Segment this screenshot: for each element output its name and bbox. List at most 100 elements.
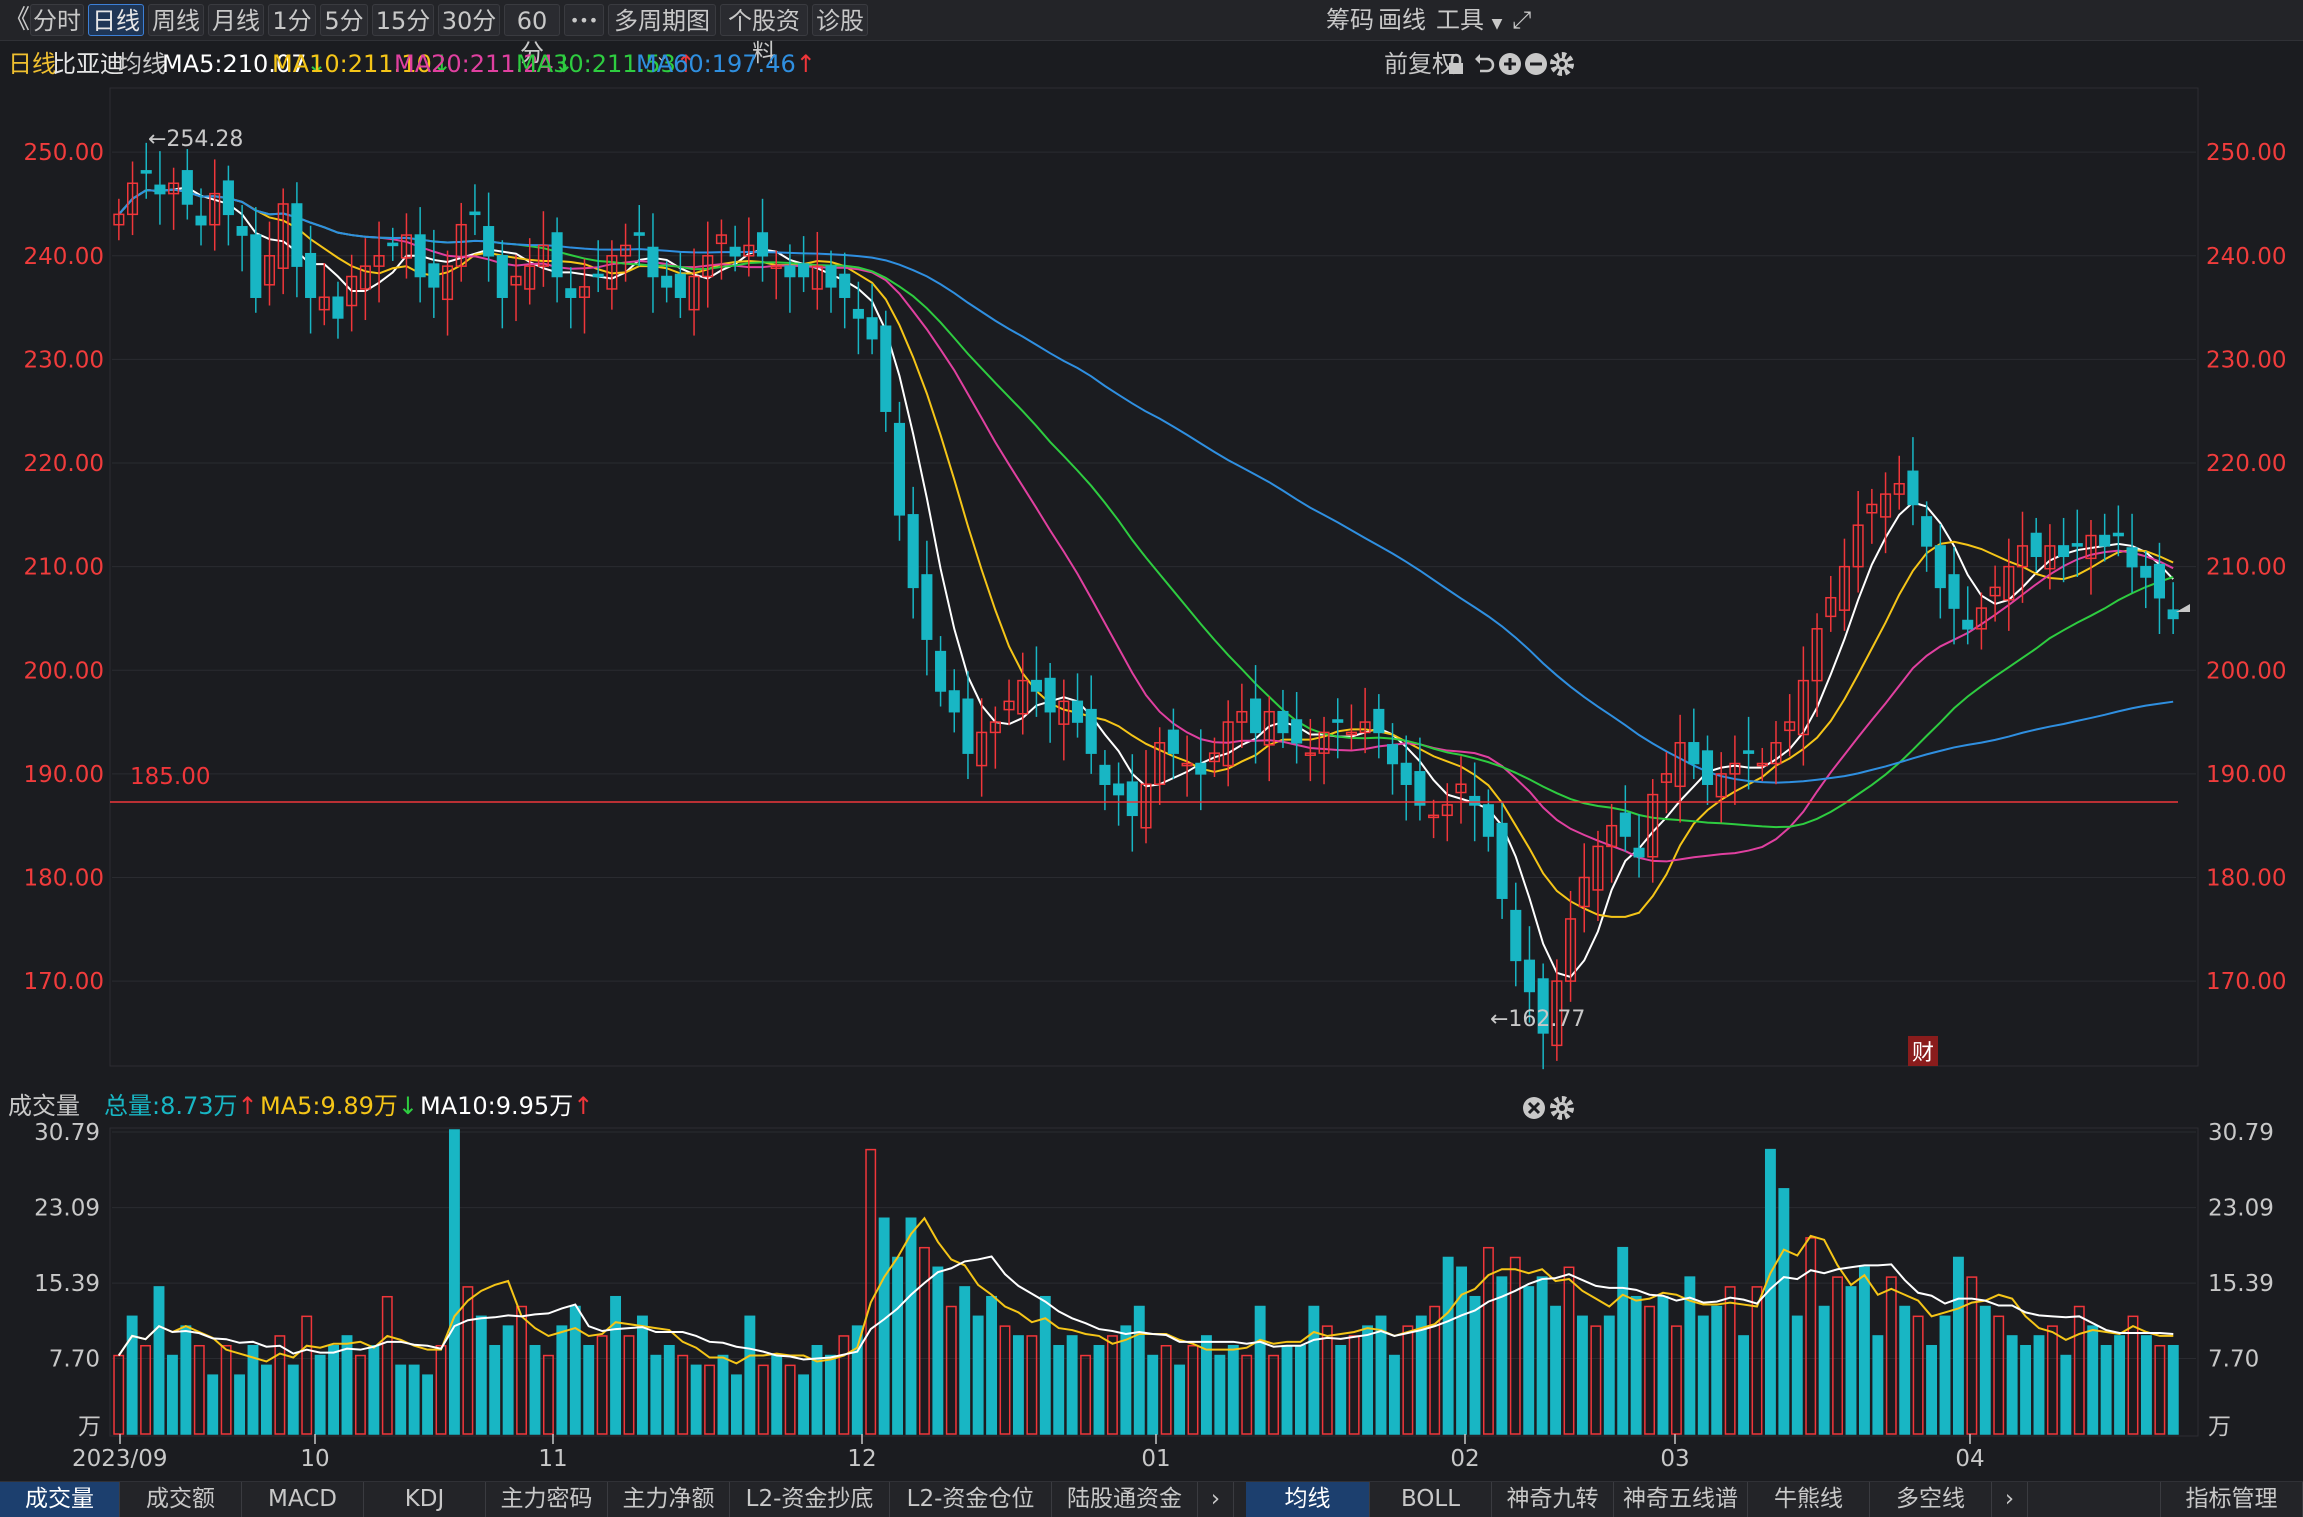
period-tab-intraday[interactable]: 分时: [30, 4, 84, 36]
multi-period-dropdown[interactable]: 多周期图 ⌄: [608, 4, 716, 65]
volume-bar-up: [274, 1335, 286, 1435]
period-tab-monthly[interactable]: 月线: [208, 4, 264, 36]
period-tab-daily[interactable]: 日线: [88, 4, 144, 36]
period-tab-15min[interactable]: 15分: [372, 4, 434, 36]
draw-line-button[interactable]: 画线: [1378, 6, 1426, 34]
stock-name[interactable]: 比亚迪: [52, 50, 124, 78]
ma60-line: [118, 188, 2174, 784]
candle-up: [1208, 752, 1221, 763]
time-axis-label: 2023/09: [72, 1446, 168, 1472]
indicator-tab-l2-position[interactable]: L2-资金仓位: [890, 1482, 1052, 1517]
ma60-value: MA60:197.46↑: [636, 44, 816, 84]
more-periods-button[interactable]: •••: [564, 4, 604, 36]
period-tab-60min[interactable]: 60分: [504, 4, 560, 67]
candle-down: [1510, 909, 1522, 962]
panel-settings-gear-icon[interactable]: [1548, 1094, 1576, 1122]
volume-ma10: MA10:9.95万↑: [420, 1086, 593, 1126]
indicator-tab-main-force-code[interactable]: 主力密码: [486, 1482, 608, 1517]
candle-up: [688, 275, 700, 311]
indicator-tab-macd[interactable]: MACD: [242, 1482, 364, 1517]
overlay-tab-ma[interactable]: 均线: [1246, 1482, 1370, 1517]
candle-up: [770, 265, 782, 269]
indicator-tab-l2-bottom[interactable]: L2-资金抄底: [730, 1482, 890, 1517]
volume-bar-down: [892, 1256, 904, 1435]
indicator-name[interactable]: 均线: [118, 50, 166, 78]
finance-badge[interactable]: [1908, 1036, 1938, 1066]
candlestick-chart[interactable]: 170.00 180.00 190.00 200.00 210.00 220.00 230.…: [0, 0, 2303, 1480]
volume-bar-down: [1174, 1364, 1186, 1435]
close-panel-icon[interactable]: [1520, 1094, 1548, 1122]
indicator-tab-main-force-net[interactable]: 主力净额: [608, 1482, 730, 1517]
volume-bar-down: [717, 1354, 729, 1435]
adjust-mode-button[interactable]: 前复权: [1384, 50, 1456, 78]
volume-title[interactable]: 成交量: [8, 1092, 80, 1120]
period-tab-5min[interactable]: 5分: [320, 4, 368, 36]
tools-menu[interactable]: 工具 ▼: [1436, 4, 1502, 36]
volume-ma5: MA5:9.89万↓: [260, 1086, 418, 1126]
time-axis-label: 01: [1141, 1446, 1170, 1472]
zoom-in-icon[interactable]: [1496, 50, 1524, 78]
period-tab-30min[interactable]: 30分: [438, 4, 500, 36]
overlay-tab-boll[interactable]: BOLL: [1370, 1482, 1492, 1517]
stock-profile-button[interactable]: 个股资料: [720, 4, 808, 67]
volume-bar-down: [2114, 1335, 2126, 1435]
volume-bar-up: [784, 1364, 796, 1435]
candle-up: [209, 192, 221, 226]
volume-bar-up: [1026, 1335, 1038, 1435]
candle-up: [1989, 586, 2001, 597]
candle-up: [1578, 876, 1590, 908]
volume-bar-down: [153, 1286, 165, 1435]
period-tab-1min[interactable]: 1分: [268, 4, 316, 36]
candle-down: [825, 265, 837, 288]
overlay-tab-bull-bear[interactable]: 牛熊线: [1748, 1482, 1870, 1517]
indicator-tab-kdj[interactable]: KDJ: [364, 1482, 486, 1517]
overlay-tab-long-short[interactable]: 多空线: [1870, 1482, 1992, 1517]
period-tab-weekly[interactable]: 周线: [148, 4, 204, 36]
indicator-manager-button[interactable]: 指标管理: [2160, 1482, 2303, 1517]
candle-down: [729, 246, 741, 257]
candle-down: [1167, 729, 1179, 754]
candle-up: [1811, 628, 1823, 682]
indicator-tab-volume[interactable]: 成交量: [0, 1482, 120, 1517]
candle-up: [1647, 793, 1659, 858]
candle-up: [1455, 783, 1467, 794]
period-toolbar: 《 分时 日线 周线 月线 1分 5分 15分 30分 60分 ••• 多周期图…: [0, 0, 2303, 67]
volume-bar-down: [811, 1344, 823, 1435]
overlay-tab-five-lines[interactable]: 神奇五线谱: [1614, 1482, 1748, 1517]
tools-label: 工具: [1436, 6, 1484, 34]
volume-bar-down: [1375, 1315, 1387, 1435]
candle-down: [1332, 719, 1344, 723]
volume-bar-down: [583, 1344, 595, 1435]
candle-down: [962, 698, 974, 754]
volume-bar-down: [1845, 1286, 1857, 1435]
volume-bar-down: [636, 1315, 648, 1435]
settings-gear-icon[interactable]: [1548, 50, 1576, 78]
overlay-scroll-right-icon[interactable]: ›: [1992, 1482, 2028, 1517]
diagnose-button[interactable]: 诊股: [812, 4, 868, 36]
volume-bar-down: [1603, 1315, 1615, 1435]
indicator-tab-turnover[interactable]: 成交额: [120, 1482, 242, 1517]
candle-down: [1277, 710, 1289, 734]
ma10-value: MA10:211.10↓: [272, 44, 452, 84]
volume-bar-up: [1106, 1335, 1118, 1435]
price-axis-label-right: 230.00: [2206, 347, 2286, 373]
volume-bar-down: [1308, 1305, 1320, 1435]
undo-icon[interactable]: [1470, 50, 1498, 78]
back-double-chevron-icon[interactable]: 《: [4, 5, 31, 35]
overlay-tab-td9[interactable]: 神奇九转: [1492, 1482, 1614, 1517]
volume-bar-up: [113, 1354, 125, 1435]
zoom-out-icon[interactable]: [1522, 50, 1550, 78]
volume-bar-down: [2087, 1325, 2099, 1435]
volume-bar-down: [368, 1344, 380, 1435]
volume-bar-down: [1335, 1344, 1347, 1435]
fullscreen-icon[interactable]: ⤢: [1512, 6, 1532, 34]
chip-distribution-button[interactable]: 筹码: [1326, 6, 1374, 34]
indicator-tab-northbound[interactable]: 陆股通资金: [1052, 1482, 1198, 1517]
tabs-scroll-right-icon[interactable]: ›: [1198, 1482, 1234, 1517]
volume-bar-down: [569, 1305, 581, 1435]
volume-bar-down: [1066, 1335, 1078, 1435]
candle-down: [1030, 679, 1042, 692]
volume-bar-down: [771, 1354, 783, 1435]
lock-icon[interactable]: [1442, 50, 1470, 78]
candle-up: [1674, 742, 1686, 788]
